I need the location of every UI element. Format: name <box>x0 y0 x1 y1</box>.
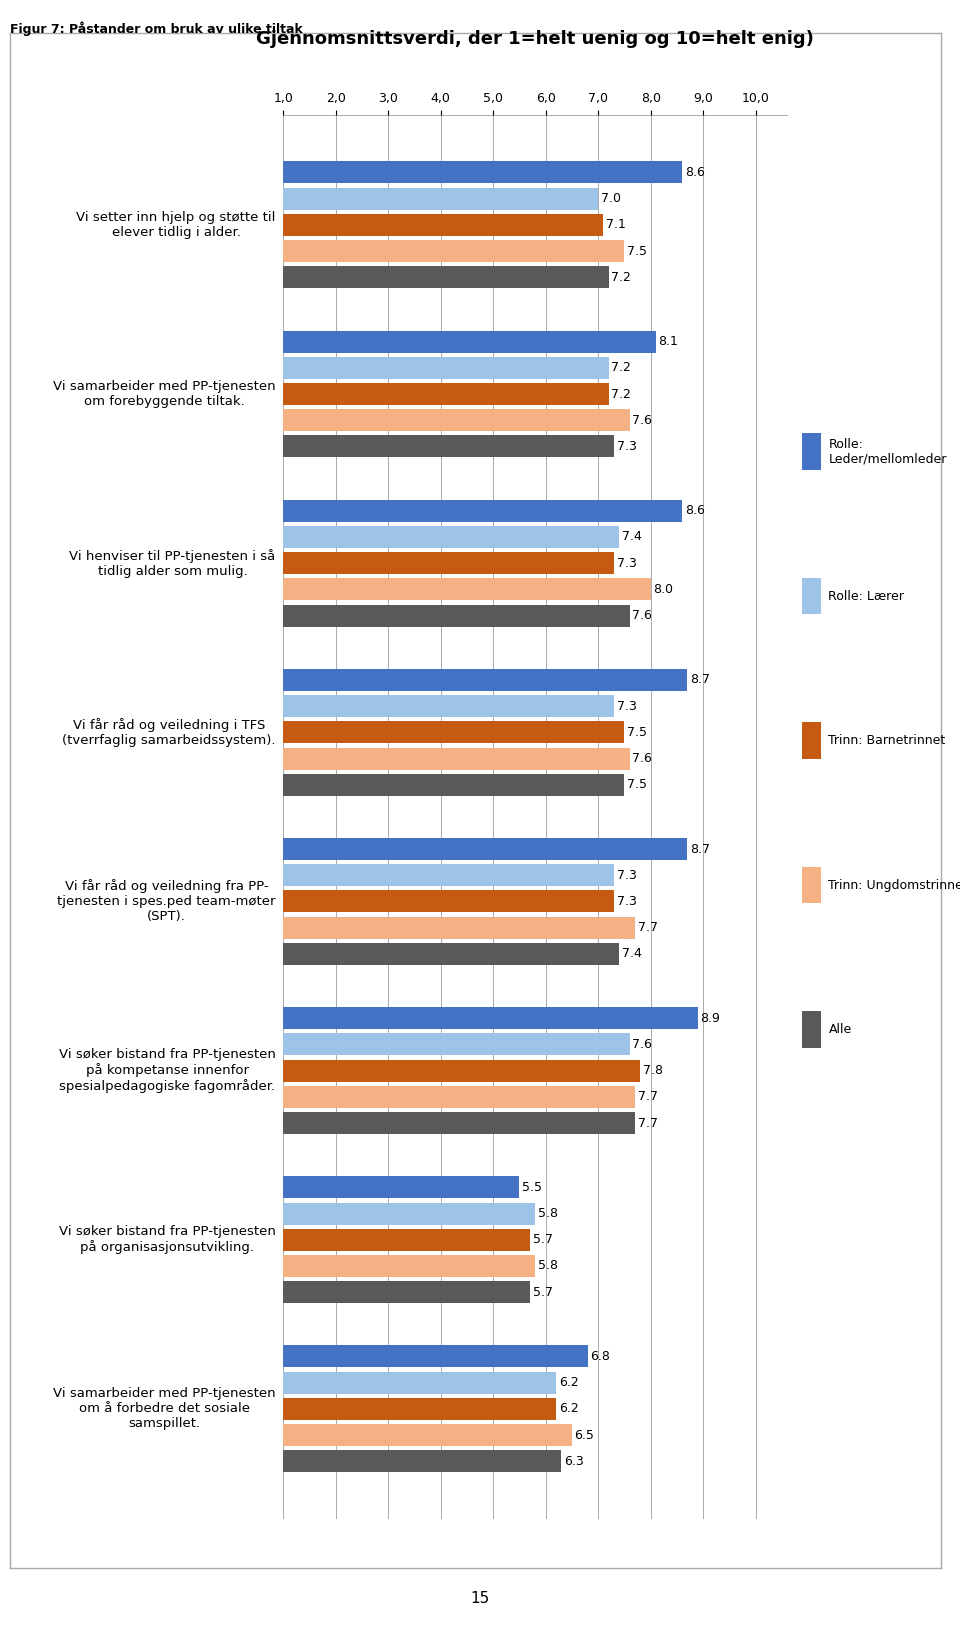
Text: 5.5: 5.5 <box>522 1181 542 1194</box>
Bar <box>283 240 624 263</box>
Bar <box>283 864 614 887</box>
Text: 15: 15 <box>470 1591 490 1606</box>
Text: 8.1: 8.1 <box>659 335 679 348</box>
Text: 6.8: 6.8 <box>590 1350 611 1363</box>
Text: Vi setter inn hjelp og støtte til
elever tidlig i alder.: Vi setter inn hjelp og støtte til elever… <box>76 210 276 238</box>
Bar <box>283 890 614 913</box>
Text: 5.8: 5.8 <box>538 1207 558 1220</box>
Text: Rolle: Lærer: Rolle: Lærer <box>828 589 904 603</box>
Bar <box>283 330 656 353</box>
Text: Trinn: Ungdomstrinnet: Trinn: Ungdomstrinnet <box>828 878 960 892</box>
Text: 7.7: 7.7 <box>637 1090 658 1103</box>
Bar <box>283 943 619 965</box>
Text: Trinn: Barnetrinnet: Trinn: Barnetrinnet <box>828 734 946 747</box>
Text: Alle: Alle <box>828 1023 852 1036</box>
Bar <box>283 161 683 184</box>
Text: 7.7: 7.7 <box>637 921 658 934</box>
Text: 8.7: 8.7 <box>690 842 710 855</box>
Text: 7.6: 7.6 <box>633 414 652 427</box>
Bar <box>283 1281 530 1304</box>
Text: Vi får råd og veiledning fra PP-
tjenesten i spes.ped team-møter
(SPT).: Vi får råd og veiledning fra PP- tjenest… <box>58 880 276 923</box>
Text: 8.7: 8.7 <box>690 673 710 686</box>
Bar <box>283 1450 562 1473</box>
Bar <box>283 1397 556 1420</box>
Bar <box>283 187 598 210</box>
Bar <box>283 266 609 289</box>
Text: 7.5: 7.5 <box>627 778 647 791</box>
Text: 7.4: 7.4 <box>622 530 641 544</box>
Text: 7.8: 7.8 <box>643 1064 662 1077</box>
Bar <box>283 695 614 718</box>
Text: 7.2: 7.2 <box>612 361 632 374</box>
Text: 7.3: 7.3 <box>616 699 636 713</box>
Text: Vi samarbeider med PP-tjenesten
om å forbedre det sosiale
samspillet.: Vi samarbeider med PP-tjenesten om å for… <box>53 1387 276 1430</box>
Bar <box>283 409 630 432</box>
Text: Vi samarbeider med PP-tjenesten
om forebyggende tiltak.: Vi samarbeider med PP-tjenesten om foreb… <box>53 379 276 407</box>
Text: 7.2: 7.2 <box>612 271 632 284</box>
Text: 7.3: 7.3 <box>616 557 636 570</box>
Bar <box>283 1424 572 1447</box>
Text: 6.2: 6.2 <box>559 1376 579 1389</box>
Bar <box>283 1059 640 1082</box>
Bar <box>283 525 619 548</box>
Bar <box>283 499 683 522</box>
Text: 7.6: 7.6 <box>633 752 652 765</box>
Text: Vi søker bistand fra PP-tjenesten
på kompetanse innenfor
spesialpedagogiske fago: Vi søker bistand fra PP-tjenesten på kom… <box>59 1048 276 1094</box>
Text: 8.0: 8.0 <box>654 583 673 596</box>
Text: 8.9: 8.9 <box>701 1011 720 1025</box>
Text: 7.3: 7.3 <box>616 869 636 882</box>
Text: 6.5: 6.5 <box>575 1429 594 1442</box>
Bar <box>283 213 604 236</box>
Text: Vi henviser til PP-tjenesten i så
tidlig alder som mulig.: Vi henviser til PP-tjenesten i så tidlig… <box>69 548 276 578</box>
Bar <box>283 747 630 770</box>
Bar <box>283 1202 536 1225</box>
Text: 7.7: 7.7 <box>637 1117 658 1130</box>
Bar <box>283 552 614 575</box>
Bar <box>283 1112 635 1135</box>
Text: 7.5: 7.5 <box>627 245 647 258</box>
Text: Vi får råd og veiledning i TFS
(tverrfaglig samarbeidssystem).: Vi får råd og veiledning i TFS (tverrfag… <box>62 718 276 747</box>
Text: 5.7: 5.7 <box>533 1286 553 1299</box>
Bar <box>283 1254 536 1277</box>
Bar <box>283 1085 635 1108</box>
Text: 7.3: 7.3 <box>616 440 636 453</box>
Bar <box>283 773 624 796</box>
Text: 7.6: 7.6 <box>633 609 652 622</box>
Bar <box>283 721 624 744</box>
Bar <box>283 837 687 860</box>
Bar <box>283 1176 519 1199</box>
Bar <box>283 1033 630 1056</box>
Text: Rolle:
Leder/mellomleder: Rolle: Leder/mellomleder <box>828 437 947 466</box>
Bar <box>283 578 651 601</box>
Text: 7.6: 7.6 <box>633 1038 652 1051</box>
Text: 7.0: 7.0 <box>601 192 621 205</box>
Bar <box>283 356 609 379</box>
Bar <box>283 604 630 627</box>
Text: Figur 7: Påstander om bruk av ulike tiltak: Figur 7: Påstander om bruk av ulike tilt… <box>10 21 302 36</box>
Text: 8.6: 8.6 <box>684 166 705 179</box>
Text: 6.2: 6.2 <box>559 1402 579 1415</box>
Text: 5.8: 5.8 <box>538 1259 558 1273</box>
Text: 7.3: 7.3 <box>616 895 636 908</box>
Text: 7.5: 7.5 <box>627 726 647 739</box>
Text: 6.3: 6.3 <box>564 1455 584 1468</box>
Bar <box>283 435 614 458</box>
Text: Vi søker bistand fra PP-tjenesten
på organisasjonsutvikling.: Vi søker bistand fra PP-tjenesten på org… <box>59 1225 276 1254</box>
Bar <box>283 1228 530 1251</box>
Text: 5.7: 5.7 <box>533 1233 553 1246</box>
Text: Gjennomsnittsverdi, der 1=helt uenig og 10=helt enig): Gjennomsnittsverdi, der 1=helt uenig og … <box>256 30 814 48</box>
Bar <box>283 1371 556 1394</box>
Bar <box>283 383 609 406</box>
Bar <box>283 1007 698 1030</box>
Text: 7.4: 7.4 <box>622 947 641 961</box>
Bar <box>283 916 635 939</box>
Text: 7.2: 7.2 <box>612 388 632 401</box>
Text: 8.6: 8.6 <box>684 504 705 517</box>
Bar <box>283 1345 588 1368</box>
Text: 7.1: 7.1 <box>606 218 626 232</box>
Bar <box>283 668 687 691</box>
